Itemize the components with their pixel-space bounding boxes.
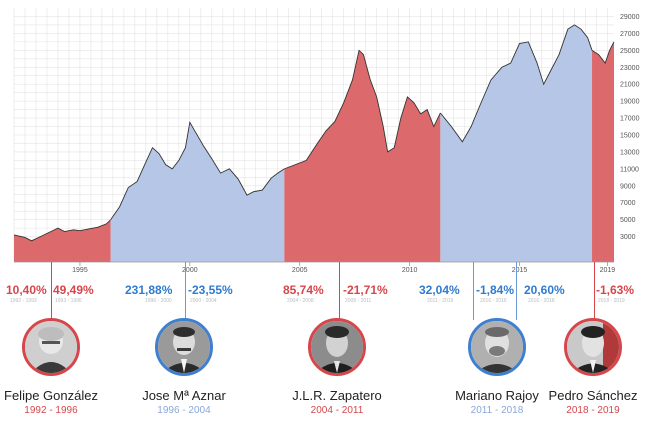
portrait-sanchez [564,318,622,376]
area-segment-0 [14,219,111,262]
stat-gonzalez-2-range: 1993 - 1996 [55,298,82,304]
stat-aznar-1-range: 1996 - 2000 [145,298,172,304]
stat-aznar-2-range: 2000 - 2004 [190,298,217,304]
years-gonzalez: 1992 - 1996 [24,405,78,416]
stat-zapatero-2: -21,71% [343,283,388,297]
stat-zapatero-1: 85,74% [283,283,324,297]
portrait-aznar [155,318,213,376]
person-silhouette-icon [25,321,77,373]
stat-sanchez-1-range: 2018 - 2019 [598,298,625,304]
x-tick-label: 2015 [512,267,528,274]
area-segment-2 [284,50,441,263]
stat-rajoy-3: 20,60% [524,283,565,297]
y-tick-label: 21000 [620,82,640,89]
y-tick-label: 25000 [620,48,640,55]
y-axis-ticks: 3000 5000 7000 9000 11000 13000 15000 17000 1900… [620,14,640,241]
name-sanchez: Pedro Sánchez [548,388,638,403]
y-tick-label: 7000 [620,200,636,207]
y-tick-label: 15000 [620,133,640,140]
stat-sanchez-1: -1,63% [596,283,635,297]
y-tick-label: 23000 [620,65,640,72]
series-line-0 [13,219,112,242]
person-silhouette-icon [311,321,363,373]
chart-areas [13,24,615,263]
stat-zapatero-2-range: 2008 - 2011 [345,298,372,304]
stat-aznar-1: 231,88% [125,283,173,297]
portrait-rajoy [468,318,526,376]
years-aznar: 1996 - 2004 [157,405,211,416]
stat-aznar-2: -23,55% [188,283,233,297]
stat-rajoy-2: -1,84% [476,283,515,297]
person-silhouette-icon [158,321,210,373]
stat-rajoy-2-range: 2016 - 2016 [480,298,507,304]
series-line-3 [440,24,593,143]
stat-zapatero-1-range: 2004 - 2008 [287,298,314,304]
leader-line-zapatero [339,262,340,320]
name-gonzalez: Felipe González [4,388,98,403]
y-tick-label: 29000 [620,14,640,21]
y-tick-label: 19000 [620,99,640,106]
y-tick-label: 3000 [620,234,636,241]
person-silhouette-icon [471,321,523,373]
area-segment-1 [110,122,285,262]
leader-line-rajoy-left [473,262,474,320]
name-aznar: Jose Mª Aznar [142,388,226,403]
series-line-2 [284,49,441,170]
leader-line-sanchez [594,262,595,320]
x-tick-label: 2019 [600,267,616,274]
name-zapatero: J.L.R. Zapatero [292,388,382,403]
stat-rajoy-3-range: 2016 - 2018 [528,298,555,304]
y-tick-label: 27000 [620,31,640,38]
years-zapatero: 2004 - 2011 [310,405,364,416]
stat-gonzalez-2: 49,49% [53,283,94,297]
series-line-1 [110,120,285,220]
y-tick-label: 17000 [620,116,640,123]
name-rajoy: Mariano Rajoy [455,388,539,403]
years-sanchez: 2018 - 2019 [566,405,620,416]
years-rajoy: 2011 - 2018 [470,405,524,416]
person-silhouette-icon [567,321,619,373]
x-tick-label: 2000 [182,267,198,274]
series-line-4 [591,41,615,64]
stat-gonzalez-1: 10,40% [6,283,47,297]
x-tick-label: 2005 [292,267,308,274]
stat-rajoy-1: 32,04% [419,283,460,297]
y-tick-label: 13000 [620,149,640,156]
index-chart: 3000 5000 7000 9000 11000 13000 15000 17000 1900… [13,8,640,274]
leader-line-aznar [185,262,186,320]
y-tick-label: 9000 [620,183,636,190]
x-tick-label: 1995 [72,267,88,274]
y-tick-label: 11000 [620,166,639,173]
leader-line-rajoy-right [516,262,517,320]
leader-line-gonzalez [51,262,52,320]
area-segment-4 [592,41,614,262]
portrait-gonzalez [22,318,80,376]
area-segment-3 [440,24,593,262]
y-tick-label: 5000 [620,217,636,224]
stat-rajoy-1-range: 2011 - 2016 [427,298,454,304]
x-axis-ticks: 1995 2000 2005 2010 2015 2019 [72,262,615,274]
x-tick-label: 2010 [402,267,418,274]
portrait-zapatero [308,318,366,376]
stat-gonzalez-1-range: 1992 - 1993 [10,298,37,304]
